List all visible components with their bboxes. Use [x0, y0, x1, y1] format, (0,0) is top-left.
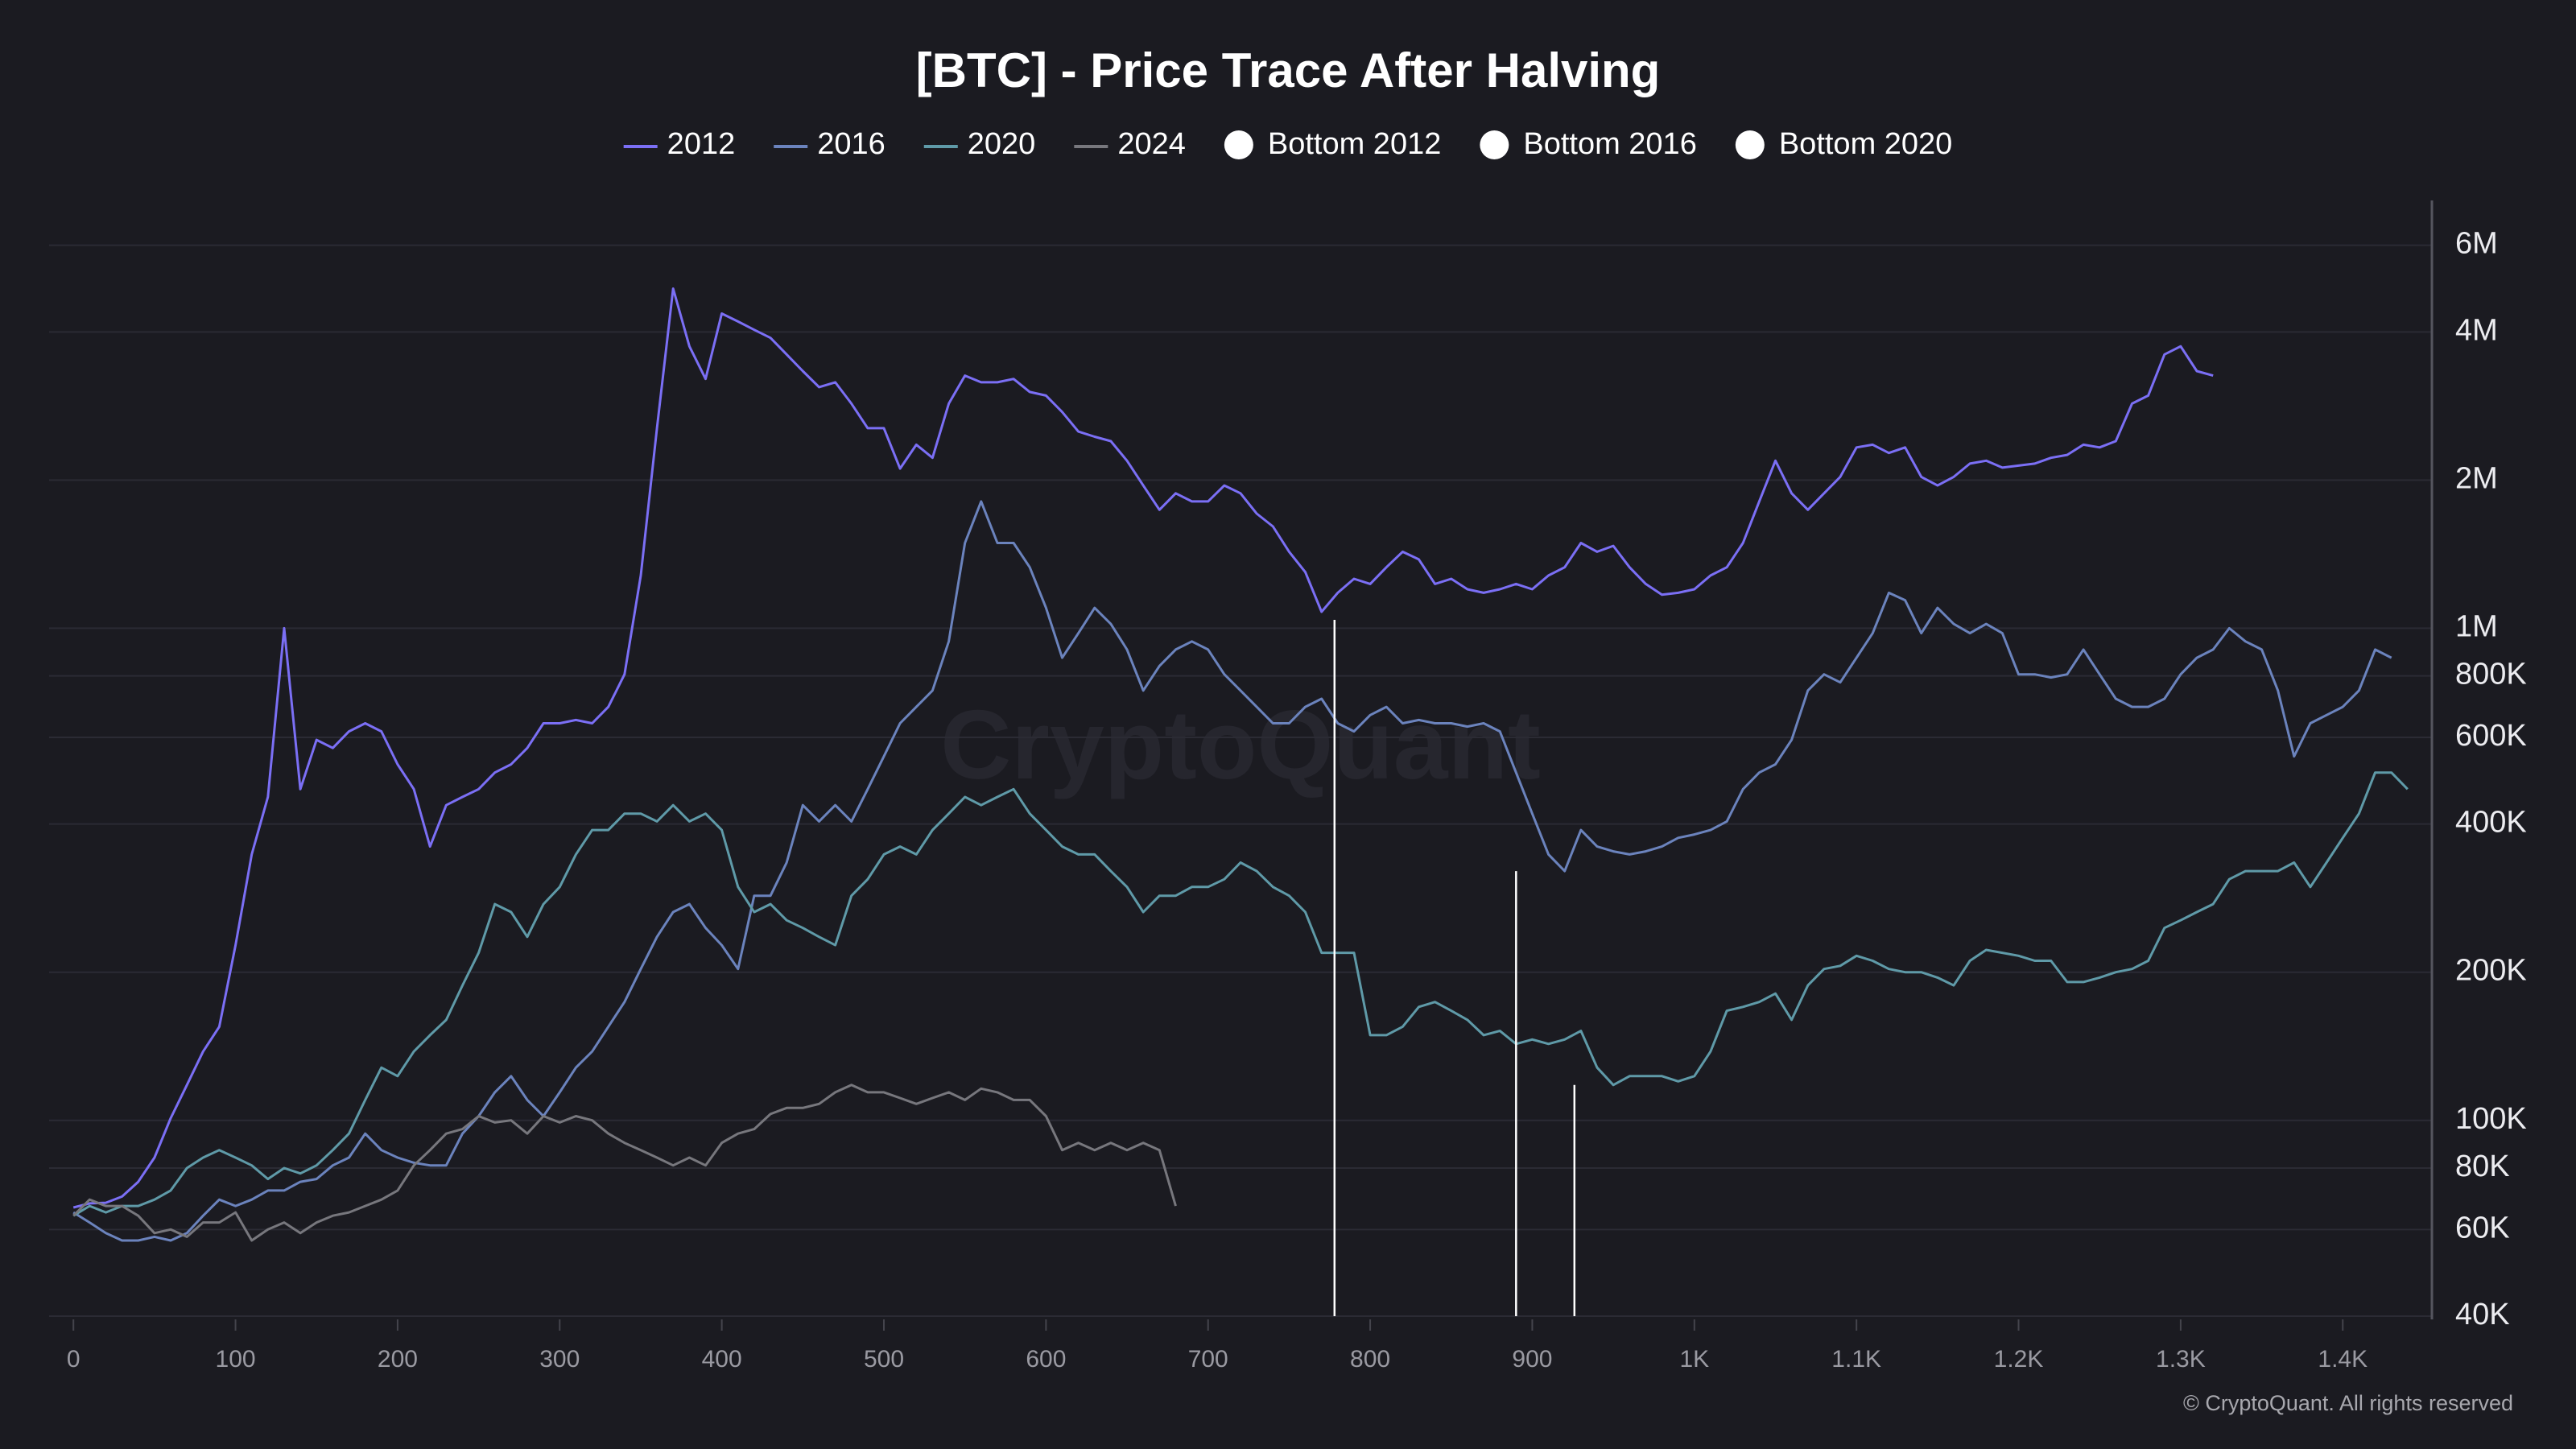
price-line: [72, 500, 2392, 1242]
legend-label[interactable]: Bottom 2020: [1779, 127, 1952, 161]
legend-item[interactable]: 2016: [774, 127, 886, 161]
price-line: [72, 771, 2409, 1217]
y-tick-label: 400K: [2455, 806, 2527, 840]
x-tick-label: 900: [1512, 1346, 1552, 1373]
x-tick-label: 100: [216, 1346, 256, 1373]
x-tick-label: 1K: [1679, 1346, 1709, 1373]
y-tick-label: 600K: [2455, 719, 2527, 753]
legend-label[interactable]: Bottom 2016: [1523, 127, 1696, 161]
y-tick-label: 4M: [2455, 313, 2498, 347]
x-tick-label: 400: [702, 1346, 742, 1373]
chart-title: [BTC] - Price Trace After Halving: [916, 43, 1661, 97]
y-tick-label: 800K: [2455, 658, 2527, 691]
credit: © CryptoQuant. All rights reserved: [2183, 1391, 2513, 1415]
x-tick-label: 1.2K: [1994, 1346, 2044, 1373]
x-tick-label: 1.4K: [2318, 1346, 2368, 1373]
y-tick-label: 1M: [2455, 609, 2498, 643]
x-tick-label: 1.3K: [2156, 1346, 2206, 1373]
x-tick-label: 300: [539, 1346, 580, 1373]
legend-symbol: [1224, 130, 1253, 159]
x-tick-label: 600: [1026, 1346, 1066, 1373]
legend-label[interactable]: 2020: [968, 127, 1036, 161]
price-line: [72, 287, 2214, 1209]
legend-label[interactable]: 2024: [1117, 127, 1186, 161]
x-tick-label: 700: [1188, 1346, 1228, 1373]
watermark: CryptoQuant: [940, 690, 1541, 799]
y-tick-label: 100K: [2455, 1102, 2527, 1136]
legend-item[interactable]: Bottom 2020: [1735, 127, 1952, 161]
legend-label[interactable]: 2012: [667, 127, 736, 161]
x-tick-label: 500: [864, 1346, 904, 1373]
y-tick-label: 2M: [2455, 461, 2498, 495]
price-line: [72, 1084, 1177, 1242]
legend-item[interactable]: 2020: [923, 127, 1036, 161]
legend-symbol: [1480, 130, 1509, 159]
legend-item[interactable]: Bottom 2012: [1224, 127, 1441, 161]
y-tick-label: 40K: [2455, 1298, 2510, 1331]
x-tick-label: 200: [378, 1346, 418, 1373]
legend-item[interactable]: Bottom 2016: [1480, 127, 1697, 161]
legend-label[interactable]: Bottom 2012: [1268, 127, 1441, 161]
y-tick-label: 6M: [2455, 227, 2498, 261]
legend-symbol: [1735, 130, 1765, 159]
legend-item[interactable]: 2024: [1074, 127, 1186, 161]
legend: 2012 2016 2020 2024 Bottom 2012 Bottom 2016 Bo…: [623, 127, 1952, 161]
x-tick-label: 1.1K: [1831, 1346, 1881, 1373]
x-tick-label: 0: [67, 1346, 80, 1373]
x-tick-label: 800: [1350, 1346, 1390, 1373]
legend-item[interactable]: 2012: [623, 127, 736, 161]
y-tick-label: 80K: [2455, 1150, 2510, 1183]
y-tick-label: 60K: [2455, 1211, 2510, 1245]
y-tick-label: 200K: [2455, 954, 2527, 988]
legend-label[interactable]: 2016: [817, 127, 886, 161]
